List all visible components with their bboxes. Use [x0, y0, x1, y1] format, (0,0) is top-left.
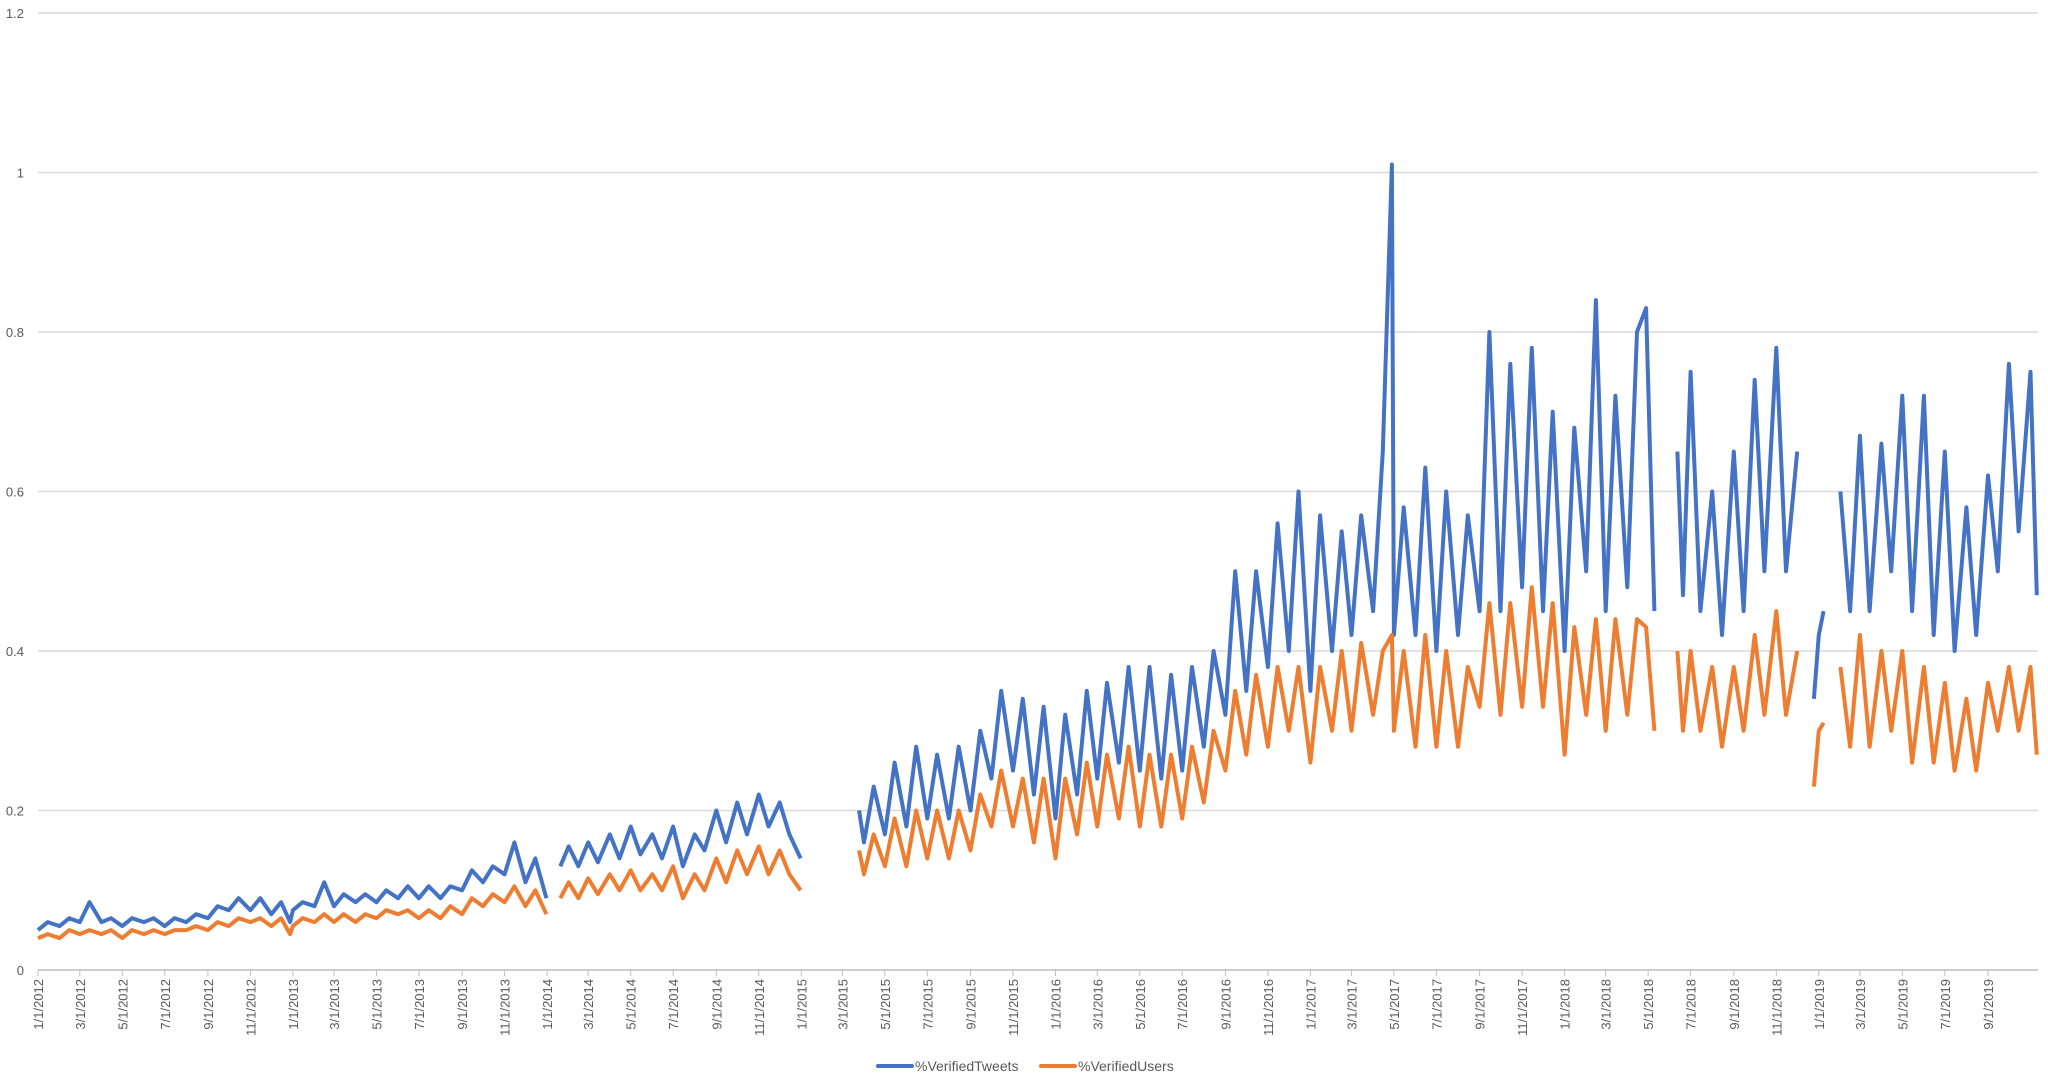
x-tick-label: 1/1/2019 [1812, 979, 1827, 1030]
x-tick-label: 5/1/2015 [878, 979, 893, 1030]
x-axis-ticks: 1/1/2012 3/1/2012 5/1/2012 7/1/2012 9/1/2012… [31, 970, 1996, 1036]
x-tick-label: 7/1/2013 [412, 979, 427, 1030]
y-tick-label: 0.4 [6, 644, 24, 659]
x-tick-label: 9/1/2015 [964, 979, 979, 1030]
series-line-pct-verifiedtweets [857, 162, 1657, 845]
y-tick-label: 0.6 [6, 485, 24, 500]
series-line-pct-verifiedtweets [1838, 361, 2039, 653]
gridlines [38, 12, 2038, 971]
x-tick-label: 1/1/2017 [1303, 979, 1318, 1030]
x-tick-label: 9/1/2017 [1473, 979, 1488, 1030]
x-tick-label: 3/1/2016 [1090, 979, 1105, 1030]
x-tick-label: 1/1/2016 [1048, 979, 1063, 1030]
x-tick-label: 5/1/2019 [1895, 979, 1910, 1030]
x-tick-label: 3/1/2015 [835, 979, 850, 1030]
x-tick-label: 7/1/2014 [666, 979, 681, 1030]
x-tick-label: 7/1/2019 [1938, 979, 1953, 1030]
series-lines [36, 162, 2039, 941]
x-tick-label: 5/1/2016 [1133, 979, 1148, 1030]
x-tick-label: 1/1/2012 [31, 979, 46, 1030]
series-line-pct-verifiedtweets [36, 840, 549, 932]
y-tick-label: 1 [17, 166, 24, 181]
x-tick-label: 11/1/2014 [752, 979, 767, 1036]
y-axis-ticks: 0 0.2 0.4 0.6 0.8 1 1.2 [6, 6, 24, 978]
x-tick-label: 9/1/2016 [1218, 979, 1233, 1030]
y-tick-label: 0 [17, 963, 24, 978]
x-tick-label: 1/1/2015 [794, 979, 809, 1030]
x-tick-label: 3/1/2012 [73, 979, 88, 1030]
legend-label: %VerifiedUsers [1078, 1058, 1174, 1074]
x-tick-label: 9/1/2014 [709, 979, 724, 1030]
x-tick-label: 5/1/2012 [115, 979, 130, 1030]
legend-item: %VerifiedTweets [876, 1058, 1019, 1074]
x-tick-label: 5/1/2018 [1641, 979, 1656, 1030]
x-tick-label: 11/1/2018 [1769, 979, 1784, 1036]
x-tick-label: 7/1/2016 [1175, 979, 1190, 1030]
x-tick-label: 5/1/2014 [624, 979, 639, 1030]
series-line-pct-verifiedusers [558, 844, 803, 901]
x-tick-label: 9/1/2012 [201, 979, 216, 1030]
x-tick-label: 11/1/2013 [498, 979, 513, 1036]
x-tick-label: 3/1/2017 [1344, 979, 1359, 1030]
legend-label: %VerifiedTweets [915, 1058, 1019, 1074]
series-line-pct-verifiedtweets [1811, 610, 1826, 699]
y-tick-label: 0.2 [6, 804, 24, 819]
series-line-pct-verifiedtweets [558, 792, 803, 869]
x-tick-label: 7/1/2012 [158, 979, 173, 1030]
y-tick-label: 1.2 [6, 6, 24, 21]
x-tick-label: 7/1/2018 [1684, 979, 1699, 1030]
series-line-pct-verifiedusers [857, 585, 1657, 877]
x-tick-label: 7/1/2017 [1429, 979, 1444, 1030]
x-tick-label: 1/1/2014 [540, 979, 555, 1030]
x-tick-label: 11/1/2016 [1261, 979, 1276, 1036]
series-line-pct-verifiedusers [37, 884, 549, 941]
x-tick-label: 1/1/2013 [286, 979, 301, 1030]
x-tick-label: 9/1/2018 [1727, 979, 1742, 1030]
y-tick-label: 0.8 [6, 325, 24, 340]
series-line-pct-verifiedtweets [1675, 345, 1800, 637]
series-line-pct-verifiedusers [1675, 609, 1800, 749]
x-tick-label: 3/1/2019 [1853, 979, 1868, 1030]
x-tick-label: 3/1/2013 [327, 979, 342, 1030]
legend-item: %VerifiedUsers [1039, 1058, 1174, 1074]
x-tick-label: 9/1/2013 [455, 979, 470, 1030]
series-line-pct-verifiedusers [1838, 633, 2039, 773]
legend: %VerifiedTweets %VerifiedUsers [876, 1058, 1174, 1074]
x-tick-label: 5/1/2017 [1387, 979, 1402, 1030]
x-tick-label: 11/1/2012 [243, 979, 258, 1036]
x-tick-label: 5/1/2013 [369, 979, 384, 1030]
x-tick-label: 3/1/2014 [581, 979, 596, 1030]
x-tick-label: 11/1/2015 [1006, 979, 1021, 1036]
x-tick-label: 9/1/2019 [1981, 979, 1996, 1030]
x-tick-label: 7/1/2015 [920, 979, 935, 1030]
x-tick-label: 11/1/2017 [1515, 979, 1530, 1036]
series-line-pct-verifiedusers [1811, 721, 1826, 787]
x-tick-label: 1/1/2018 [1558, 979, 1573, 1030]
x-tick-label: 3/1/2018 [1599, 979, 1614, 1030]
